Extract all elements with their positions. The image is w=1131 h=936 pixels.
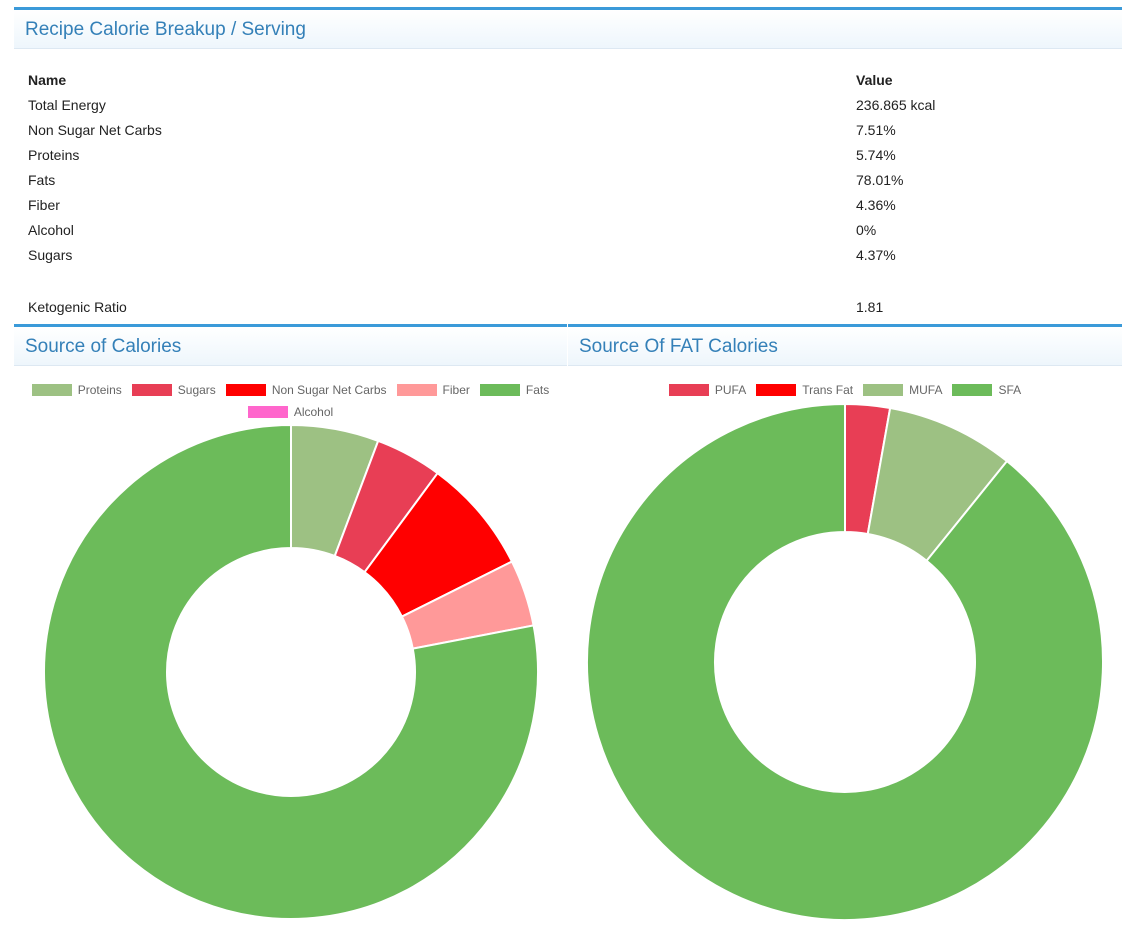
legend-swatch <box>479 384 520 396</box>
legend-item-mufa[interactable]: MUFA <box>863 383 942 397</box>
row-value: 236.865 kcal <box>856 97 936 113</box>
column-header-value: Value <box>856 72 893 88</box>
row-name: Fats <box>28 172 56 188</box>
source-of-fat-calories-panel: Source Of FAT Calories PUFA Trans Fat MUFA… <box>568 324 1122 936</box>
legend-line: Proteins Sugars Non Sugar Net Carbs Fiber Fa… <box>14 379 567 401</box>
column-header-name: Name <box>28 72 67 88</box>
calorie-breakup-title: Recipe Calorie Breakup / Serving <box>14 10 1122 49</box>
table-row: Proteins 5.74% <box>28 143 1028 168</box>
legend-item-trans-fat[interactable]: Trans Fat <box>756 383 853 397</box>
legend-swatch <box>131 384 172 396</box>
source-of-calories-legend: Proteins Sugars Non Sugar Net Carbs Fiber Fa… <box>14 379 567 423</box>
source-of-fat-calories-title: Source Of FAT Calories <box>568 327 1122 366</box>
row-value: 0% <box>856 222 877 238</box>
slice-fats[interactable] <box>43 423 539 920</box>
source-of-calories-donut <box>43 423 539 920</box>
row-value: 78.01% <box>856 172 904 188</box>
nutrition-table: Name Value Total Energy 236.865 kcal Non… <box>28 68 1028 320</box>
slice-sfa[interactable] <box>586 402 1104 921</box>
legend-label: PUFA <box>714 383 747 397</box>
legend-item-proteins[interactable]: Proteins <box>31 383 122 397</box>
legend-item-fiber[interactable]: Fiber <box>396 383 470 397</box>
legend-label: Non Sugar Net Carbs <box>271 383 387 397</box>
table-row: Non Sugar Net Carbs 7.51% <box>28 118 1028 143</box>
ketogenic-ratio-row: Ketogenic Ratio 1.81 <box>28 295 1028 320</box>
legend-item-sfa[interactable]: SFA <box>952 383 1021 397</box>
calorie-breakup-panel: Recipe Calorie Breakup / Serving Name Va… <box>14 7 1122 325</box>
ketogenic-ratio-value: 1.81 <box>856 299 884 315</box>
legend-swatch <box>396 384 437 396</box>
row-name: Alcohol <box>28 222 74 238</box>
table-row: Fats 78.01% <box>28 168 1028 193</box>
row-value: 4.36% <box>856 197 896 213</box>
table-row: Alcohol 0% <box>28 218 1028 243</box>
legend-label: Proteins <box>77 383 122 397</box>
source-of-fat-calories-donut <box>586 402 1104 921</box>
legend-swatch <box>952 384 993 396</box>
row-name: Fiber <box>28 197 60 213</box>
row-value: 5.74% <box>856 147 896 163</box>
row-value: 7.51% <box>856 122 896 138</box>
legend-label: MUFA <box>909 383 943 397</box>
table-row: Fiber 4.36% <box>28 193 1028 218</box>
legend-swatch <box>668 384 709 396</box>
table-header-row: Name Value <box>28 68 1028 93</box>
legend-line: Alcohol <box>14 401 567 423</box>
table-row: Total Energy 236.865 kcal <box>28 93 1028 118</box>
legend-item-sugars[interactable]: Sugars <box>131 383 216 397</box>
source-of-calories-panel: Source of Calories Proteins Sugars Non Sug… <box>14 324 567 936</box>
source-of-fat-calories-legend: PUFA Trans Fat MUFA SFA <box>568 379 1122 401</box>
table-row: Sugars 4.37% <box>28 243 1028 268</box>
legend-item-non-sugar-net-carbs[interactable]: Non Sugar Net Carbs <box>225 383 387 397</box>
legend-item-fats[interactable]: Fats <box>479 383 550 397</box>
row-name: Proteins <box>28 147 80 163</box>
legend-swatch <box>225 384 266 396</box>
legend-item-pufa[interactable]: PUFA <box>668 383 747 397</box>
source-of-calories-title: Source of Calories <box>14 327 567 366</box>
legend-line: PUFA Trans Fat MUFA SFA <box>568 379 1122 401</box>
legend-swatch <box>31 384 72 396</box>
row-value: 4.37% <box>856 247 896 263</box>
legend-swatch <box>247 406 288 418</box>
row-name: Total Energy <box>28 97 106 113</box>
legend-label: Fats <box>525 383 550 397</box>
legend-label: Fiber <box>442 383 470 397</box>
row-name: Non Sugar Net Carbs <box>28 122 162 138</box>
legend-swatch <box>863 384 904 396</box>
legend-item-alcohol[interactable]: Alcohol <box>247 405 334 419</box>
legend-label: Alcohol <box>293 405 334 419</box>
table-spacer <box>28 268 1028 295</box>
legend-label: Trans Fat <box>802 383 854 397</box>
legend-swatch <box>756 384 797 396</box>
legend-label: SFA <box>998 383 1022 397</box>
ketogenic-ratio-label: Ketogenic Ratio <box>28 299 127 315</box>
row-name: Sugars <box>28 247 73 263</box>
legend-label: Sugars <box>177 383 216 397</box>
